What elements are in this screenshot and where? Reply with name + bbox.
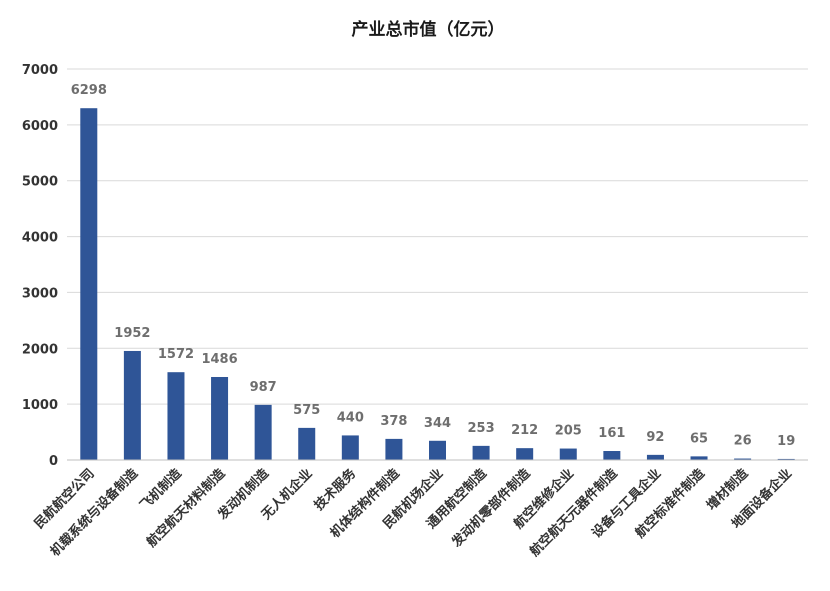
bar	[80, 108, 98, 460]
bar	[690, 456, 708, 460]
data-label: 344	[424, 416, 451, 431]
bar	[123, 350, 141, 460]
x-axis-ticks: 民航航空公司机载系统与设备制造飞机制造航空航天材料制造发动机制造无人机企业技术服…	[31, 465, 795, 560]
data-label: 161	[598, 426, 625, 441]
data-label: 1486	[201, 352, 237, 367]
bar	[385, 438, 403, 460]
bars	[80, 108, 795, 460]
bar	[646, 454, 664, 460]
data-label: 253	[468, 421, 495, 436]
data-label: 575	[293, 403, 320, 418]
x-tick-label: 发动机零部件制造	[448, 465, 534, 551]
bar	[211, 376, 229, 460]
y-tick-label: 2000	[22, 342, 58, 357]
bar	[472, 445, 490, 460]
data-label: 440	[337, 410, 364, 425]
grid-lines	[67, 68, 808, 405]
bar	[777, 458, 795, 460]
data-label: 212	[511, 423, 538, 438]
bar	[298, 427, 316, 460]
x-tick-label: 航空航天材料制造	[144, 465, 230, 551]
data-label: 378	[380, 414, 407, 429]
y-tick-label: 1000	[22, 398, 58, 413]
y-tick-label: 6000	[22, 119, 58, 134]
y-tick-label: 4000	[22, 231, 58, 246]
y-tick-label: 7000	[22, 63, 58, 78]
data-label: 987	[250, 380, 277, 395]
bar	[254, 404, 272, 460]
data-label: 6298	[71, 83, 107, 98]
bar	[516, 448, 534, 460]
data-label: 92	[646, 430, 664, 445]
data-label: 65	[690, 431, 708, 446]
data-label: 205	[555, 424, 582, 439]
bar	[341, 435, 359, 460]
y-axis-ticks: 0 1000 2000 3000 4000 5000 6000 7000	[22, 63, 58, 469]
y-tick-label: 3000	[22, 286, 58, 301]
data-label: 26	[734, 434, 752, 449]
y-tick-label: 5000	[22, 175, 58, 190]
bar	[429, 440, 446, 460]
data-labels: 6298 1952 1572 1486 987 575 440 378 344 253 212 205…	[71, 83, 796, 449]
data-label: 1952	[114, 326, 150, 341]
data-label: 19	[777, 434, 795, 449]
bar	[603, 451, 621, 460]
bar	[167, 372, 185, 460]
data-label: 1572	[158, 347, 194, 362]
chart-title: 产业总市值（亿元）	[352, 19, 505, 40]
bar	[734, 458, 752, 460]
y-tick-label: 0	[49, 454, 58, 469]
bar	[559, 448, 577, 460]
